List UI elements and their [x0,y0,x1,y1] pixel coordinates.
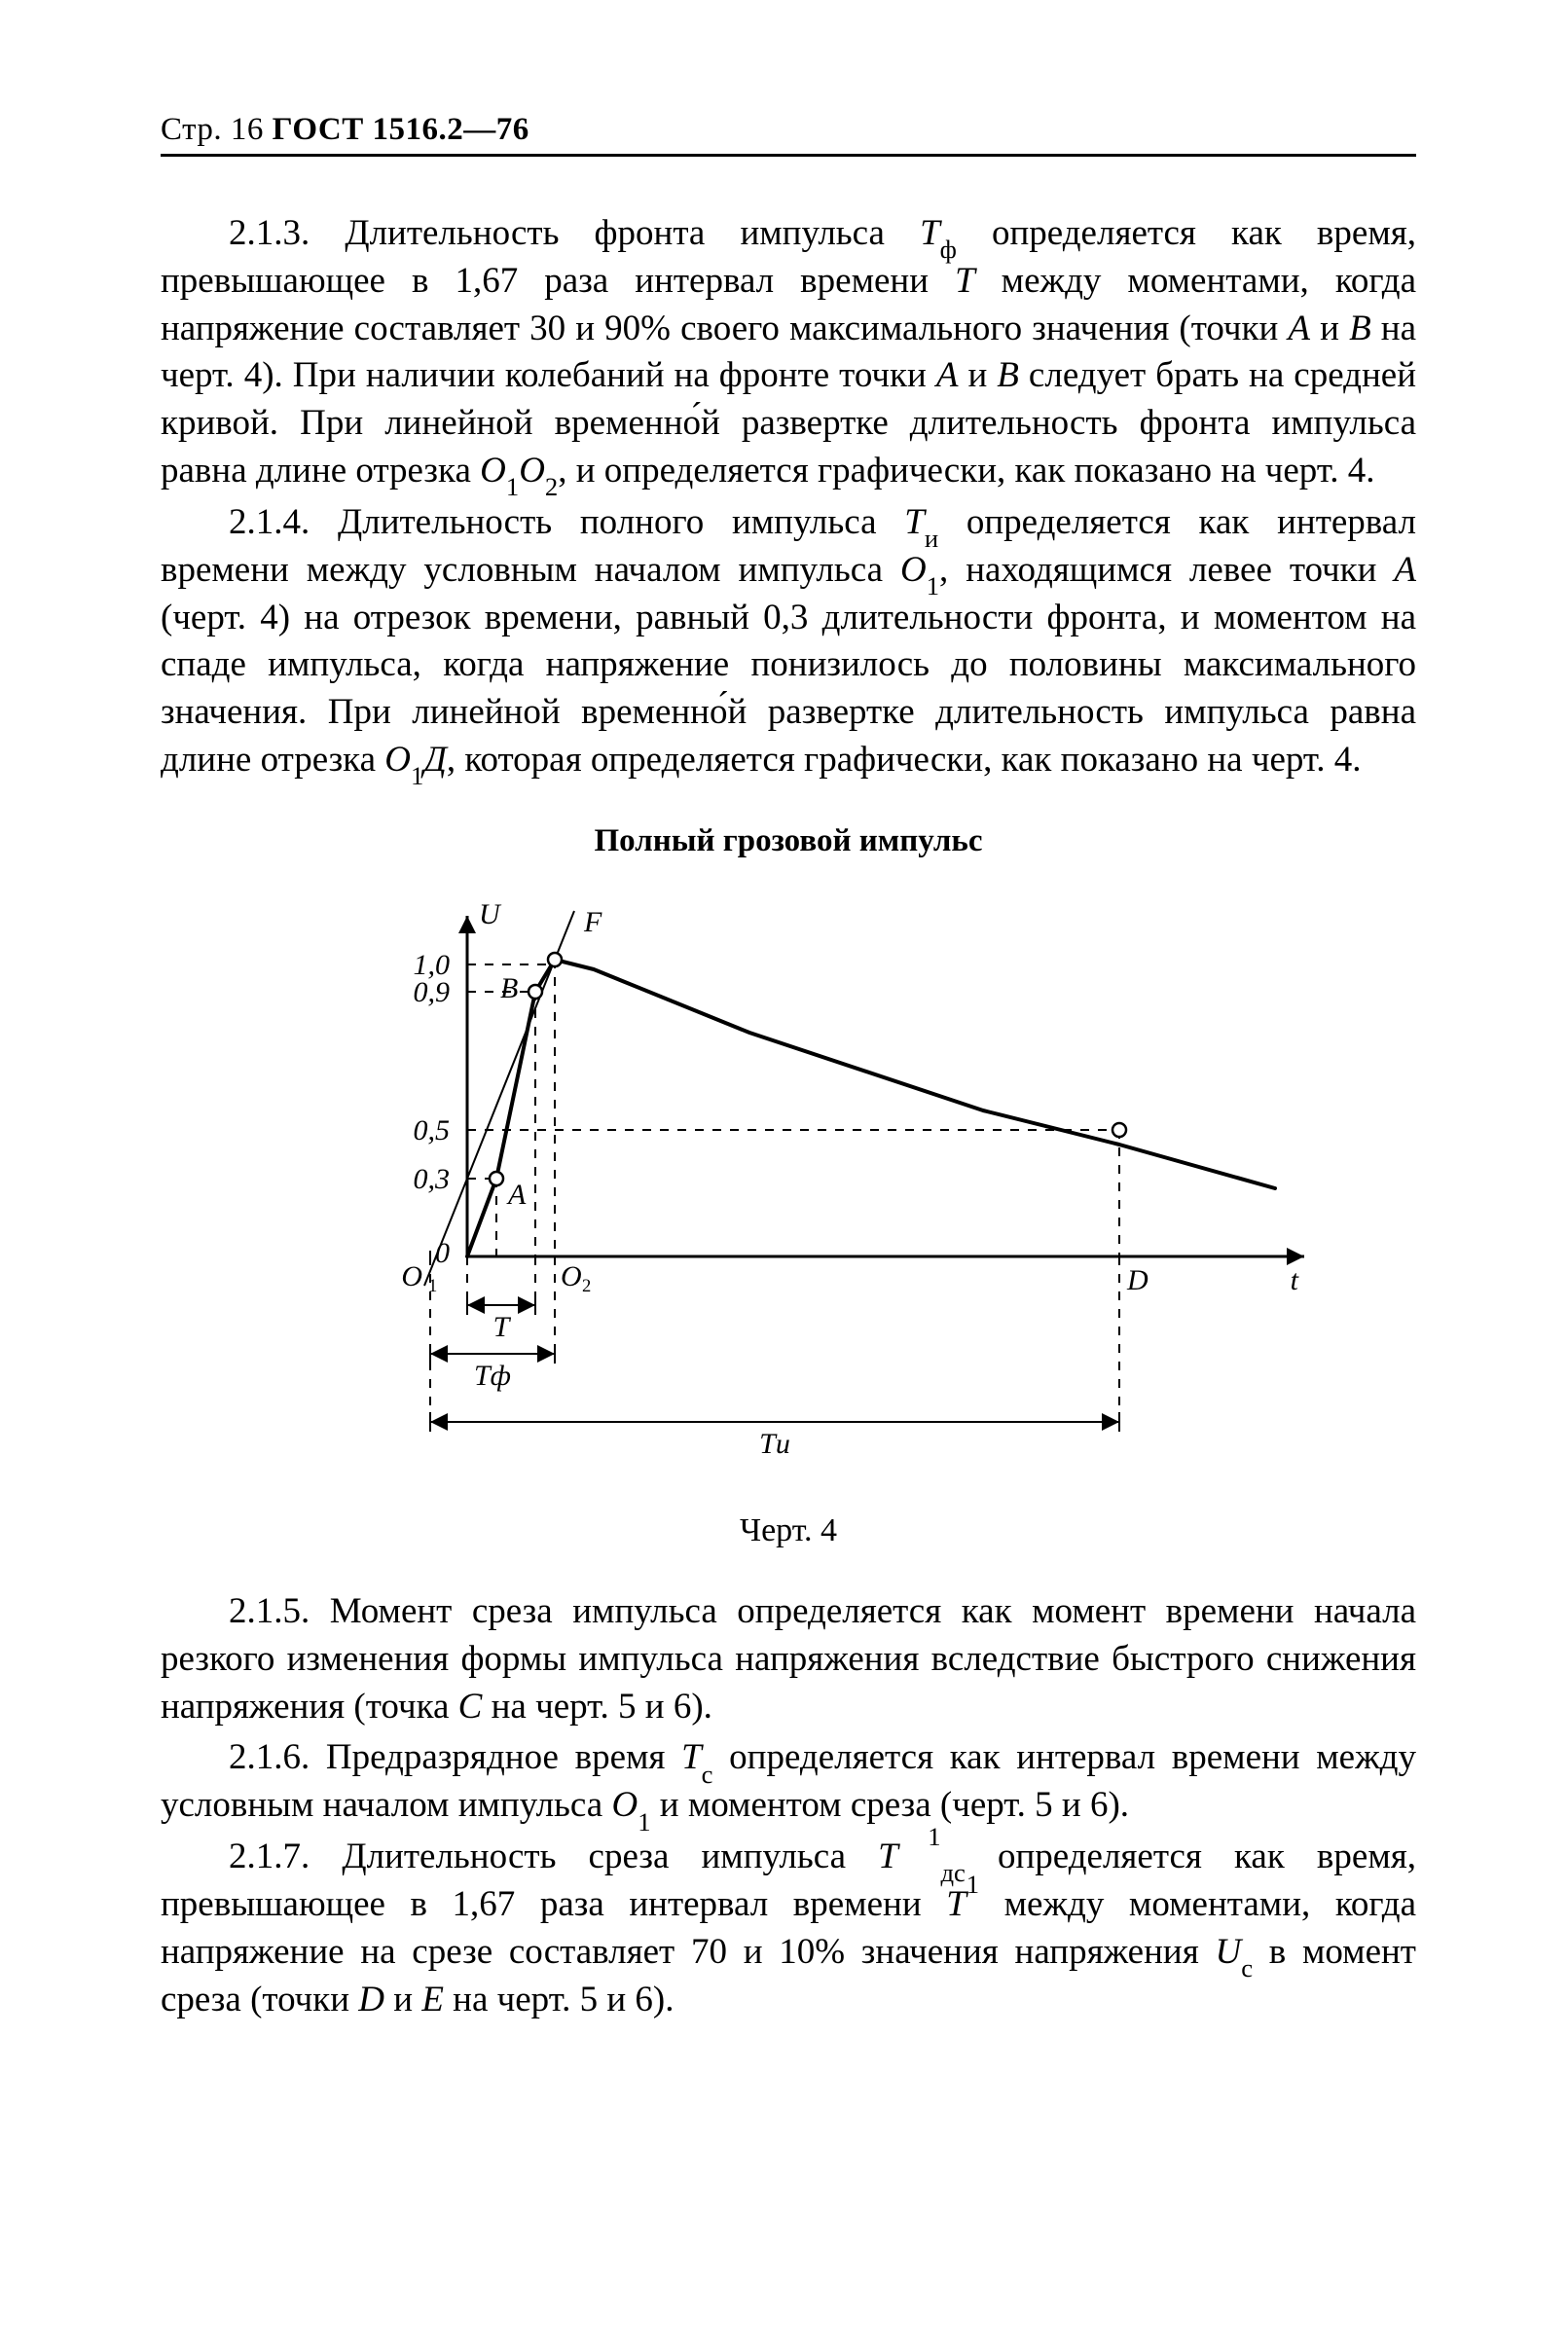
running-head: Стр. 16 ГОСТ 1516.2—76 [161,112,1416,148]
paragraph-2-1-7: 2.1.7. Длительность среза импульса T 1дс… [161,1834,1416,2023]
svg-text:0,3: 0,3 [414,1163,451,1195]
figure-caption: Черт. 4 [161,1512,1416,1549]
paragraph-2-1-4: 2.1.4. Длительность полного импульса Tи … [161,499,1416,784]
svg-text:0,5: 0,5 [414,1114,451,1146]
header-rule [161,154,1416,157]
svg-text:1: 1 [428,1276,437,1296]
figure-4-svg: Ut1,00,90,50,30ABFO1O2DTTфTи [243,877,1333,1480]
svg-text:O: O [401,1260,422,1292]
paragraph-2-1-3: 2.1.3. Длительность фронта импульса Tф о… [161,210,1416,495]
figure-title: Полный грозовой импульс [161,823,1416,859]
svg-text:F: F [583,906,602,938]
page-number: Стр. 16 [161,112,264,147]
svg-text:D: D [1126,1264,1149,1296]
standard-code: ГОСТ 1516.2—76 [273,112,529,147]
svg-text:A: A [506,1179,527,1211]
svg-text:0,9: 0,9 [414,976,451,1008]
figure-4: Ut1,00,90,50,30ABFO1O2DTTфTи [161,877,1416,1485]
svg-text:O: O [561,1260,582,1292]
content-area: Стр. 16 ГОСТ 1516.2—76 2.1.3. Длительнос… [161,112,1416,2027]
paragraph-2-1-5: 2.1.5. Момент среза импульса определяетс… [161,1588,1416,1730]
svg-text:Tи: Tи [759,1428,790,1460]
paragraph-2-1-6: 2.1.6. Предразрядное время Tс определяет… [161,1734,1416,1830]
svg-text:2: 2 [582,1276,591,1296]
svg-text:Tф: Tф [474,1360,511,1392]
svg-text:t: t [1291,1264,1299,1296]
svg-text:U: U [479,898,502,930]
svg-text:B: B [500,972,518,1004]
svg-text:T: T [493,1311,512,1343]
page: Стр. 16 ГОСТ 1516.2—76 2.1.3. Длительнос… [0,0,1568,2328]
